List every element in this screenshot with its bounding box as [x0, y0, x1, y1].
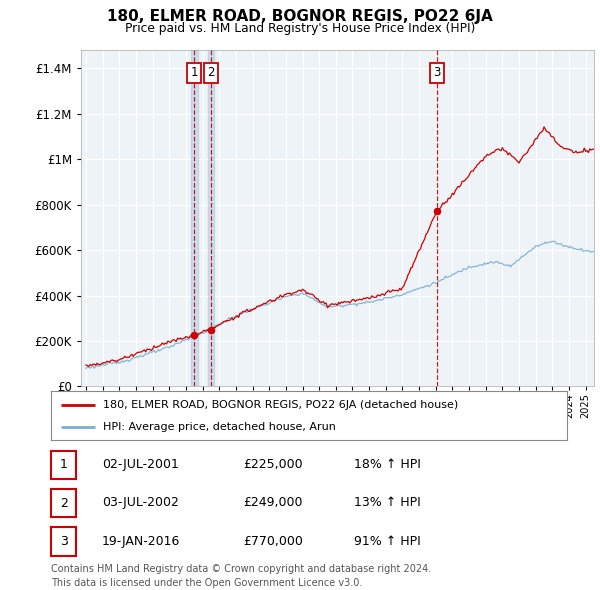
Text: HPI: Average price, detached house, Arun: HPI: Average price, detached house, Arun — [103, 422, 335, 432]
Text: 1: 1 — [59, 458, 68, 471]
Text: 3: 3 — [433, 66, 440, 80]
Text: £225,000: £225,000 — [243, 458, 302, 471]
Text: 19-JAN-2016: 19-JAN-2016 — [102, 535, 181, 548]
Text: 02-JUL-2001: 02-JUL-2001 — [102, 458, 179, 471]
Text: Contains HM Land Registry data © Crown copyright and database right 2024.
This d: Contains HM Land Registry data © Crown c… — [51, 563, 431, 588]
Text: 2: 2 — [207, 66, 215, 80]
Bar — [191, 50, 197, 386]
Text: 91% ↑ HPI: 91% ↑ HPI — [354, 535, 421, 548]
Text: 3: 3 — [59, 535, 68, 548]
Text: 2: 2 — [59, 497, 68, 510]
Text: £249,000: £249,000 — [243, 496, 302, 509]
Text: 03-JUL-2002: 03-JUL-2002 — [102, 496, 179, 509]
Text: 180, ELMER ROAD, BOGNOR REGIS, PO22 6JA (detached house): 180, ELMER ROAD, BOGNOR REGIS, PO22 6JA … — [103, 399, 458, 409]
Text: 180, ELMER ROAD, BOGNOR REGIS, PO22 6JA: 180, ELMER ROAD, BOGNOR REGIS, PO22 6JA — [107, 9, 493, 24]
Text: 13% ↑ HPI: 13% ↑ HPI — [354, 496, 421, 509]
Text: 1: 1 — [191, 66, 198, 80]
Bar — [208, 50, 214, 386]
Text: 18% ↑ HPI: 18% ↑ HPI — [354, 458, 421, 471]
Text: £770,000: £770,000 — [243, 535, 303, 548]
Text: Price paid vs. HM Land Registry's House Price Index (HPI): Price paid vs. HM Land Registry's House … — [125, 22, 475, 35]
